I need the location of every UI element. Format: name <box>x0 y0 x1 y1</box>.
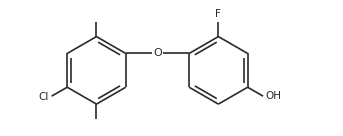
Text: O: O <box>153 48 162 58</box>
Text: OH: OH <box>265 91 281 101</box>
Text: Cl: Cl <box>39 92 49 102</box>
Text: F: F <box>215 9 221 19</box>
